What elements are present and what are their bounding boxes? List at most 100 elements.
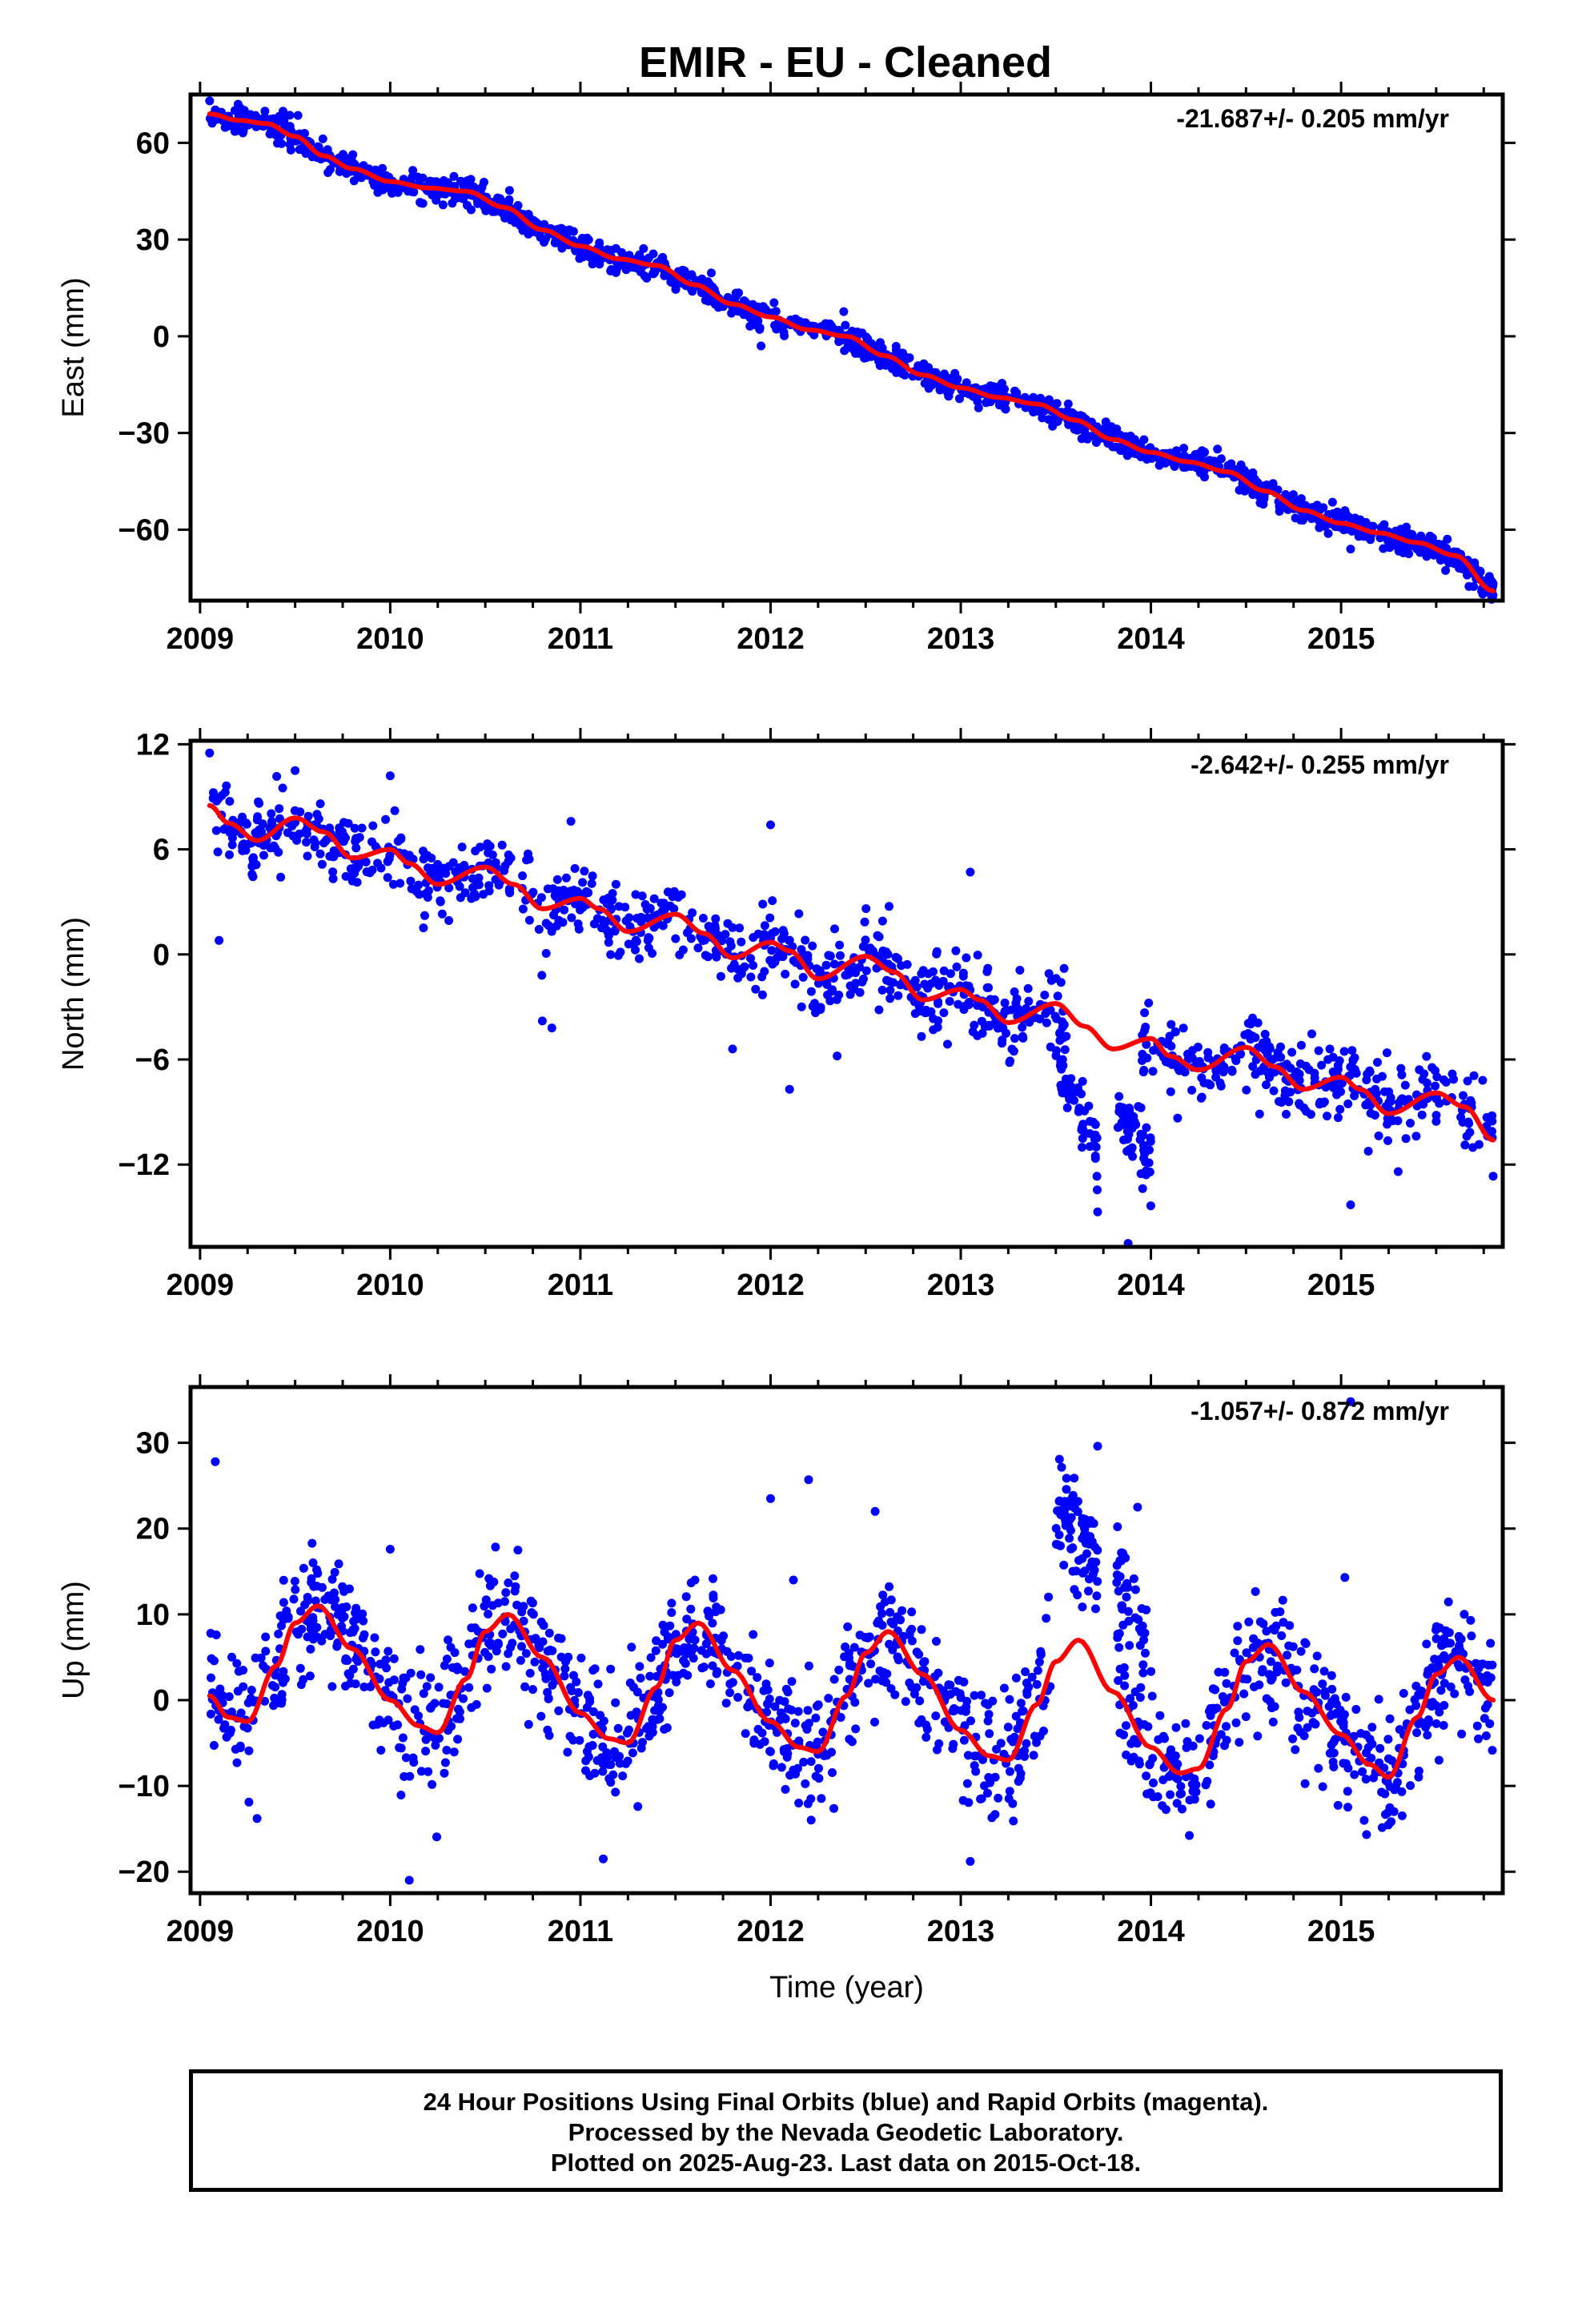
up-data-point <box>269 1701 279 1711</box>
east-data-point <box>944 392 954 401</box>
north-data-point <box>1469 1071 1479 1080</box>
north-data-point <box>885 902 893 911</box>
up-data-point <box>934 1739 944 1748</box>
north-data-point <box>1012 994 1022 1003</box>
up-data-point <box>1062 1485 1071 1494</box>
up-data-point <box>992 1744 1002 1754</box>
up-data-point <box>653 1695 663 1704</box>
up-data-point <box>488 1601 497 1610</box>
east-data-point <box>438 200 448 210</box>
up-data-point <box>1084 1586 1093 1596</box>
up-data-point <box>1327 1740 1336 1750</box>
east-data-point <box>731 288 741 298</box>
east-data-point <box>341 153 351 163</box>
up-data-point <box>1488 1660 1497 1670</box>
north-data-point <box>328 874 338 883</box>
east-data-point <box>761 304 770 314</box>
up-data-point <box>1327 1671 1336 1680</box>
up-data-point <box>917 1625 926 1634</box>
up-data-point <box>931 1711 941 1721</box>
up-data-point <box>485 1581 495 1590</box>
up-data-point <box>1327 1684 1337 1694</box>
up-data-point <box>576 1653 586 1663</box>
north-data-point <box>1422 1051 1431 1061</box>
up-data-point <box>611 1787 620 1797</box>
up-data-point <box>777 1763 786 1772</box>
up-data-point <box>934 1668 943 1678</box>
up-data-point <box>467 1703 476 1712</box>
up-data-point <box>783 1687 793 1697</box>
north-data-point <box>274 847 283 857</box>
east-data-point <box>648 249 658 259</box>
up-data-point <box>1125 1641 1134 1651</box>
up-data-point <box>956 1693 966 1703</box>
up-data-point <box>690 1575 700 1585</box>
north-data-point <box>808 941 817 951</box>
north-data-point <box>1123 1134 1132 1144</box>
north-data-point <box>1085 1142 1094 1152</box>
east-data-point <box>285 111 295 120</box>
up-data-point <box>1329 1748 1339 1758</box>
north-data-point <box>1180 1068 1190 1077</box>
up-data-point <box>1113 1522 1122 1531</box>
north-data-point <box>797 1002 806 1011</box>
up-data-point <box>1146 1667 1156 1676</box>
up-data-point <box>1138 1660 1148 1670</box>
up-rate-label: -1.057+/- 0.872 mm/yr <box>1191 1397 1449 1425</box>
up-data-point <box>1091 1558 1101 1567</box>
up-data-point <box>224 1692 234 1702</box>
up-data-point <box>376 1746 386 1755</box>
up-data-point <box>337 1606 347 1616</box>
up-data-point <box>765 1659 774 1668</box>
up-data-point <box>834 1665 844 1675</box>
up-data-point <box>980 1781 989 1791</box>
north-data-point <box>874 1005 884 1015</box>
north-data-point <box>1148 1067 1158 1076</box>
north-data-point <box>1383 1136 1392 1145</box>
up-data-point <box>1314 1763 1323 1773</box>
up-data-point <box>1446 1683 1456 1691</box>
north-data-point <box>1203 1047 1213 1057</box>
up-data-point <box>717 1636 726 1646</box>
north-data-point <box>1141 1023 1150 1031</box>
up-data-point <box>1430 1655 1439 1664</box>
up-data-point <box>793 1707 803 1716</box>
up-data-point <box>1359 1815 1369 1825</box>
north-data-point <box>212 796 222 806</box>
up-data-point <box>1367 1753 1376 1763</box>
up-data-point <box>573 1688 583 1697</box>
north-data-point <box>1053 991 1062 1001</box>
up-data-point <box>893 1652 902 1662</box>
north-data-point <box>739 963 749 972</box>
north-data-point <box>474 873 484 883</box>
north-data-point <box>1014 1004 1022 1014</box>
up-data-point <box>673 1671 683 1680</box>
north-data-point <box>1117 1118 1126 1128</box>
north-data-point <box>225 850 234 859</box>
up-data-point <box>354 1609 363 1618</box>
east-data-point <box>677 266 687 275</box>
east-data-point <box>955 394 964 404</box>
up-data-point <box>712 1669 721 1679</box>
up-data-point <box>1291 1745 1300 1755</box>
up-data-point <box>806 1794 816 1803</box>
north-data-point <box>381 814 391 824</box>
north-data-point <box>877 985 887 995</box>
up-data-point <box>1093 1441 1102 1451</box>
up-data-point <box>510 1571 520 1581</box>
up-data-point <box>207 1654 216 1663</box>
north-data-point <box>723 919 733 928</box>
north-data-point <box>315 849 325 858</box>
north-data-point <box>1166 1019 1176 1029</box>
north-data-point <box>998 1039 1006 1048</box>
up-data-point <box>1062 1474 1071 1483</box>
north-data-point <box>238 846 247 855</box>
north-data-point <box>552 875 562 884</box>
north-data-point <box>631 890 640 899</box>
up-data-point <box>1003 1723 1013 1732</box>
east-y-tick-label: −30 <box>118 417 170 451</box>
north-data-point <box>624 913 634 923</box>
up-data-point <box>581 1766 590 1775</box>
up-data-point <box>279 1575 288 1585</box>
north-data-point <box>518 904 528 914</box>
